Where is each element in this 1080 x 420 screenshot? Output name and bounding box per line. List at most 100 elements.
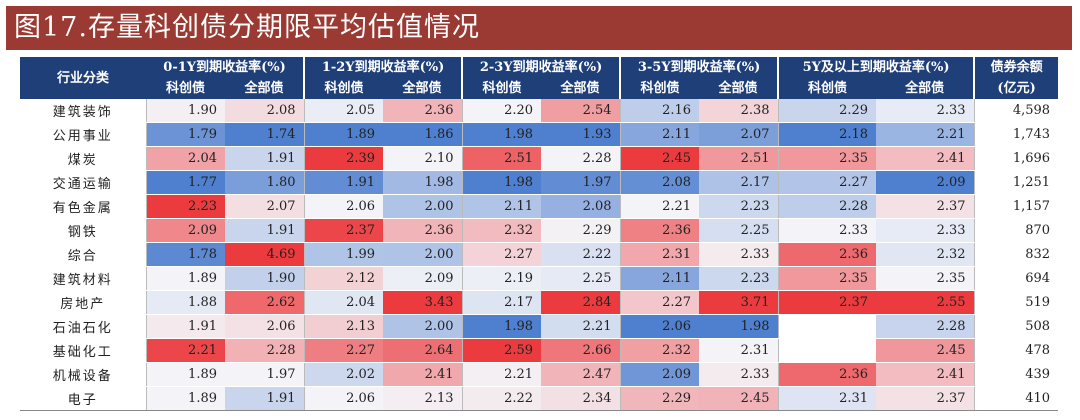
yield-cell: 1.98: [461, 122, 542, 147]
yield-cell: 2.00: [383, 194, 463, 219]
yield-cell: 2.36: [777, 362, 877, 387]
yield-cell: 2.00: [383, 314, 463, 339]
yield-cell: 1.78: [145, 242, 225, 267]
yield-cell: 2.23: [699, 266, 779, 291]
yield-cell: 2.02: [303, 362, 384, 387]
table-row: 公用事业 1.79 1.74 1.89 1.86 1.98 1.93 2.11 2.07 2.18…: [20, 122, 1059, 147]
yield-cell: 1.86: [383, 122, 463, 147]
yield-cell: 2.06: [225, 314, 305, 339]
industry-cell: 建筑材料: [20, 266, 147, 291]
yield-cell: 2.27: [303, 338, 384, 363]
industry-cell: 交通运输: [20, 170, 147, 195]
yield-cell: 2.45: [876, 338, 975, 363]
header-sub-all: 全部债: [225, 78, 305, 99]
yield-cell: 2.36: [619, 218, 700, 243]
yield-cell: 2.29: [777, 99, 877, 123]
yield-cell: 2.22: [461, 386, 542, 411]
header-sub-kechuang: 科创债: [777, 78, 877, 99]
table-row: 煤炭 2.04 1.91 2.39 2.10 2.51 2.28 2.45 2.51 2.35 2.…: [20, 146, 1059, 171]
balance-cell: 439: [973, 362, 1059, 387]
header-sub-kechuang: 科创债: [146, 78, 225, 99]
yield-cell: 3.71: [699, 290, 779, 315]
yield-cell: 2.07: [699, 122, 779, 147]
industry-cell: 有色金属: [20, 194, 147, 219]
yield-cell: 2.35: [777, 266, 877, 291]
yield-cell: 3.43: [383, 290, 463, 315]
header-balance-unit: (亿元): [973, 78, 1059, 99]
header-group-1-2y: 1-2Y到期收益率(%): [303, 57, 463, 78]
yield-cell: 2.32: [619, 338, 700, 363]
valuation-table-container: 行业分类 0-1Y到期收益率(%) 1-2Y到期收益率(%) 2-3Y到期收益率…: [20, 57, 1059, 411]
yield-cell: 2.25: [699, 218, 779, 243]
yield-cell: 1.80: [225, 170, 305, 195]
yield-cell: 2.33: [876, 99, 975, 123]
yield-cell: 2.27: [777, 170, 877, 195]
yield-cell: 1.89: [145, 386, 225, 411]
yield-cell: 2.20: [461, 99, 542, 123]
yield-cell: 2.19: [461, 266, 542, 291]
industry-cell: 综合: [20, 242, 147, 267]
yield-cell: 2.33: [876, 218, 975, 243]
yield-cell: 1.90: [145, 99, 225, 123]
header-group-5y-plus: 5Y及以上到期收益率(%): [777, 57, 975, 78]
industry-cell: 建筑装饰: [20, 99, 147, 123]
header-group-2-3y: 2-3Y到期收益率(%): [461, 57, 621, 78]
yield-cell: 2.18: [777, 122, 877, 147]
yield-cell: 2.84: [541, 290, 621, 315]
yield-cell: 2.04: [303, 290, 384, 315]
industry-cell: 基础化工: [20, 338, 147, 363]
industry-cell: 电子: [20, 386, 147, 411]
yield-cell: 2.37: [876, 194, 975, 219]
yield-cell: 2.04: [145, 146, 225, 171]
yield-cell: 2.09: [876, 170, 975, 195]
yield-cell: 2.16: [619, 99, 700, 123]
table-row: 交通运输 1.77 1.80 1.91 1.98 1.98 1.97 2.08 2.17 2.27…: [20, 170, 1059, 195]
yield-cell: 2.17: [461, 290, 542, 315]
yield-cell: 2.29: [541, 218, 621, 243]
yield-cell: 2.38: [699, 99, 779, 123]
yield-cell: 2.08: [225, 99, 305, 123]
yield-cell: 2.41: [876, 362, 975, 387]
yield-cell: 1.97: [541, 170, 621, 195]
industry-cell: 公用事业: [20, 122, 147, 147]
industry-cell: 钢铁: [20, 218, 147, 243]
yield-cell: 2.54: [541, 99, 621, 123]
yield-cell: 4.69: [225, 242, 305, 267]
yield-cell: 2.36: [777, 242, 877, 267]
table-row: 建筑材料 1.89 1.90 2.12 2.09 2.19 2.25 2.11 2.23 2.35…: [20, 266, 1059, 291]
table-row: 有色金属 2.23 2.07 2.06 2.00 2.11 2.08 2.21 2.23 2.28…: [20, 194, 1059, 219]
yield-cell: 2.39: [303, 146, 384, 171]
header-sub-all: 全部债: [383, 78, 463, 99]
table-row: 房地产 1.88 2.62 2.04 3.43 2.17 2.84 2.27 3.71 2.37 2…: [20, 290, 1059, 315]
yield-cell: 2.35: [777, 146, 877, 171]
yield-cell: 2.05: [303, 99, 384, 123]
yield-cell: 2.27: [619, 290, 700, 315]
yield-cell: 2.13: [303, 314, 384, 339]
industry-cell: 机械设备: [20, 362, 147, 387]
yield-cell: 2.21: [876, 122, 975, 147]
header-group-3-5y: 3-5Y到期收益率(%): [619, 57, 779, 78]
yield-cell: 1.91: [225, 386, 305, 411]
yield-cell: 2.10: [383, 146, 463, 171]
yield-cell: 2.41: [383, 362, 463, 387]
yield-cell: 1.89: [303, 122, 384, 147]
header-balance: 债券余额: [973, 57, 1059, 78]
yield-cell: 2.29: [619, 386, 700, 411]
yield-cell: 2.11: [619, 266, 700, 291]
header-sub-all: 全部债: [876, 78, 975, 99]
yield-cell: 2.21: [541, 314, 621, 339]
yield-cell: 1.98: [461, 314, 542, 339]
table-row: 钢铁 2.09 1.91 2.37 2.36 2.32 2.29 2.36 2.25 2.33 2.…: [20, 218, 1059, 243]
yield-cell: 1.91: [303, 170, 384, 195]
yield-cell: 1.98: [461, 170, 542, 195]
yield-cell: 2.12: [303, 266, 384, 291]
header-sub-kechuang: 科创债: [619, 78, 700, 99]
yield-cell: 1.89: [145, 266, 225, 291]
yield-cell: 2.21: [461, 362, 542, 387]
yield-cell: 2.36: [383, 218, 463, 243]
yield-cell: 2.25: [541, 266, 621, 291]
yield-cell: 2.23: [699, 194, 779, 219]
yield-cell: 1.99: [303, 242, 384, 267]
yield-cell: 2.37: [303, 218, 384, 243]
header-sub-all: 全部债: [699, 78, 779, 99]
